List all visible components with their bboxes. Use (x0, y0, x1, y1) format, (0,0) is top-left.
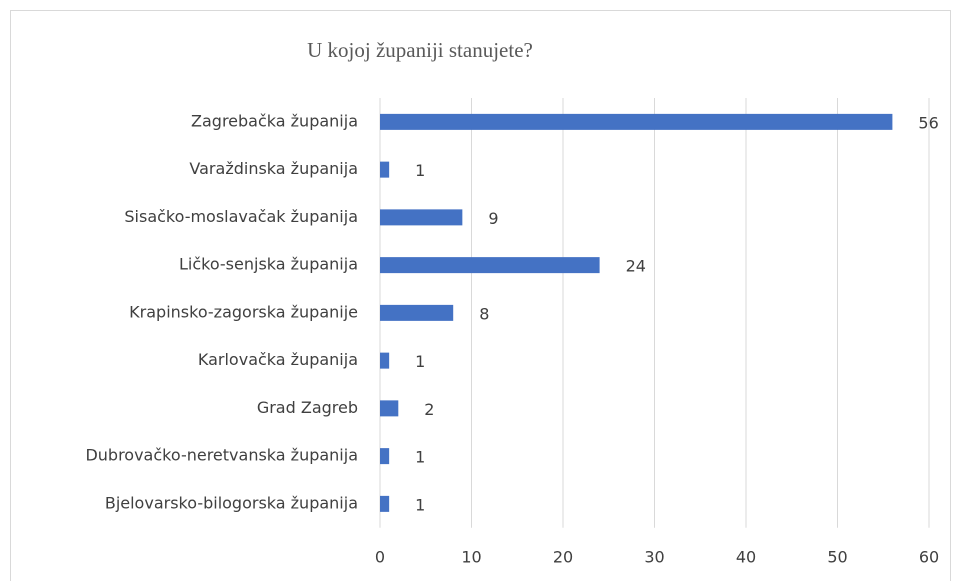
x-tick-label: 40 (736, 548, 756, 567)
x-tick-label: 20 (553, 548, 573, 567)
value-label: 1 (415, 448, 425, 467)
y-tick-label: Dubrovačko-neretvanska županija (85, 446, 358, 465)
bar (380, 257, 600, 274)
y-tick-label: Bjelovarsko-bilogorska županija (105, 493, 358, 512)
chart-border (10, 10, 951, 581)
x-tick-label: 0 (375, 548, 385, 567)
y-tick-label: Karlovačka županija (198, 350, 358, 369)
value-label: 1 (415, 495, 425, 514)
y-tick-label: Zagrebačka županija (191, 111, 358, 130)
x-tick-label: 10 (461, 548, 481, 567)
chart-title: U kojoj županiji stanujete? (307, 38, 533, 62)
bar (380, 495, 390, 512)
value-label: 1 (415, 352, 425, 371)
x-tick-label: 50 (827, 548, 847, 567)
bar (380, 352, 390, 369)
bar (380, 448, 390, 465)
value-label: 24 (626, 257, 646, 276)
x-tick-label: 30 (644, 548, 664, 567)
y-tick-label: Krapinsko-zagorska županije (129, 302, 358, 321)
y-tick-label: Ličko-senjska županija (179, 255, 358, 274)
bar (380, 113, 893, 130)
y-tick-label: Grad Zagreb (257, 398, 358, 417)
y-tick-label: Varaždinska županija (189, 159, 358, 178)
value-label: 9 (488, 209, 498, 228)
bar (380, 400, 399, 417)
value-label: 2 (424, 400, 434, 419)
value-label: 8 (479, 304, 489, 323)
value-label: 56 (918, 113, 938, 132)
value-label: 1 (415, 161, 425, 180)
y-tick-label: Sisačko-moslavačak županija (124, 207, 358, 226)
x-tick-label: 60 (919, 548, 939, 567)
bar (380, 161, 390, 178)
bar (380, 209, 463, 226)
bar (380, 304, 454, 321)
